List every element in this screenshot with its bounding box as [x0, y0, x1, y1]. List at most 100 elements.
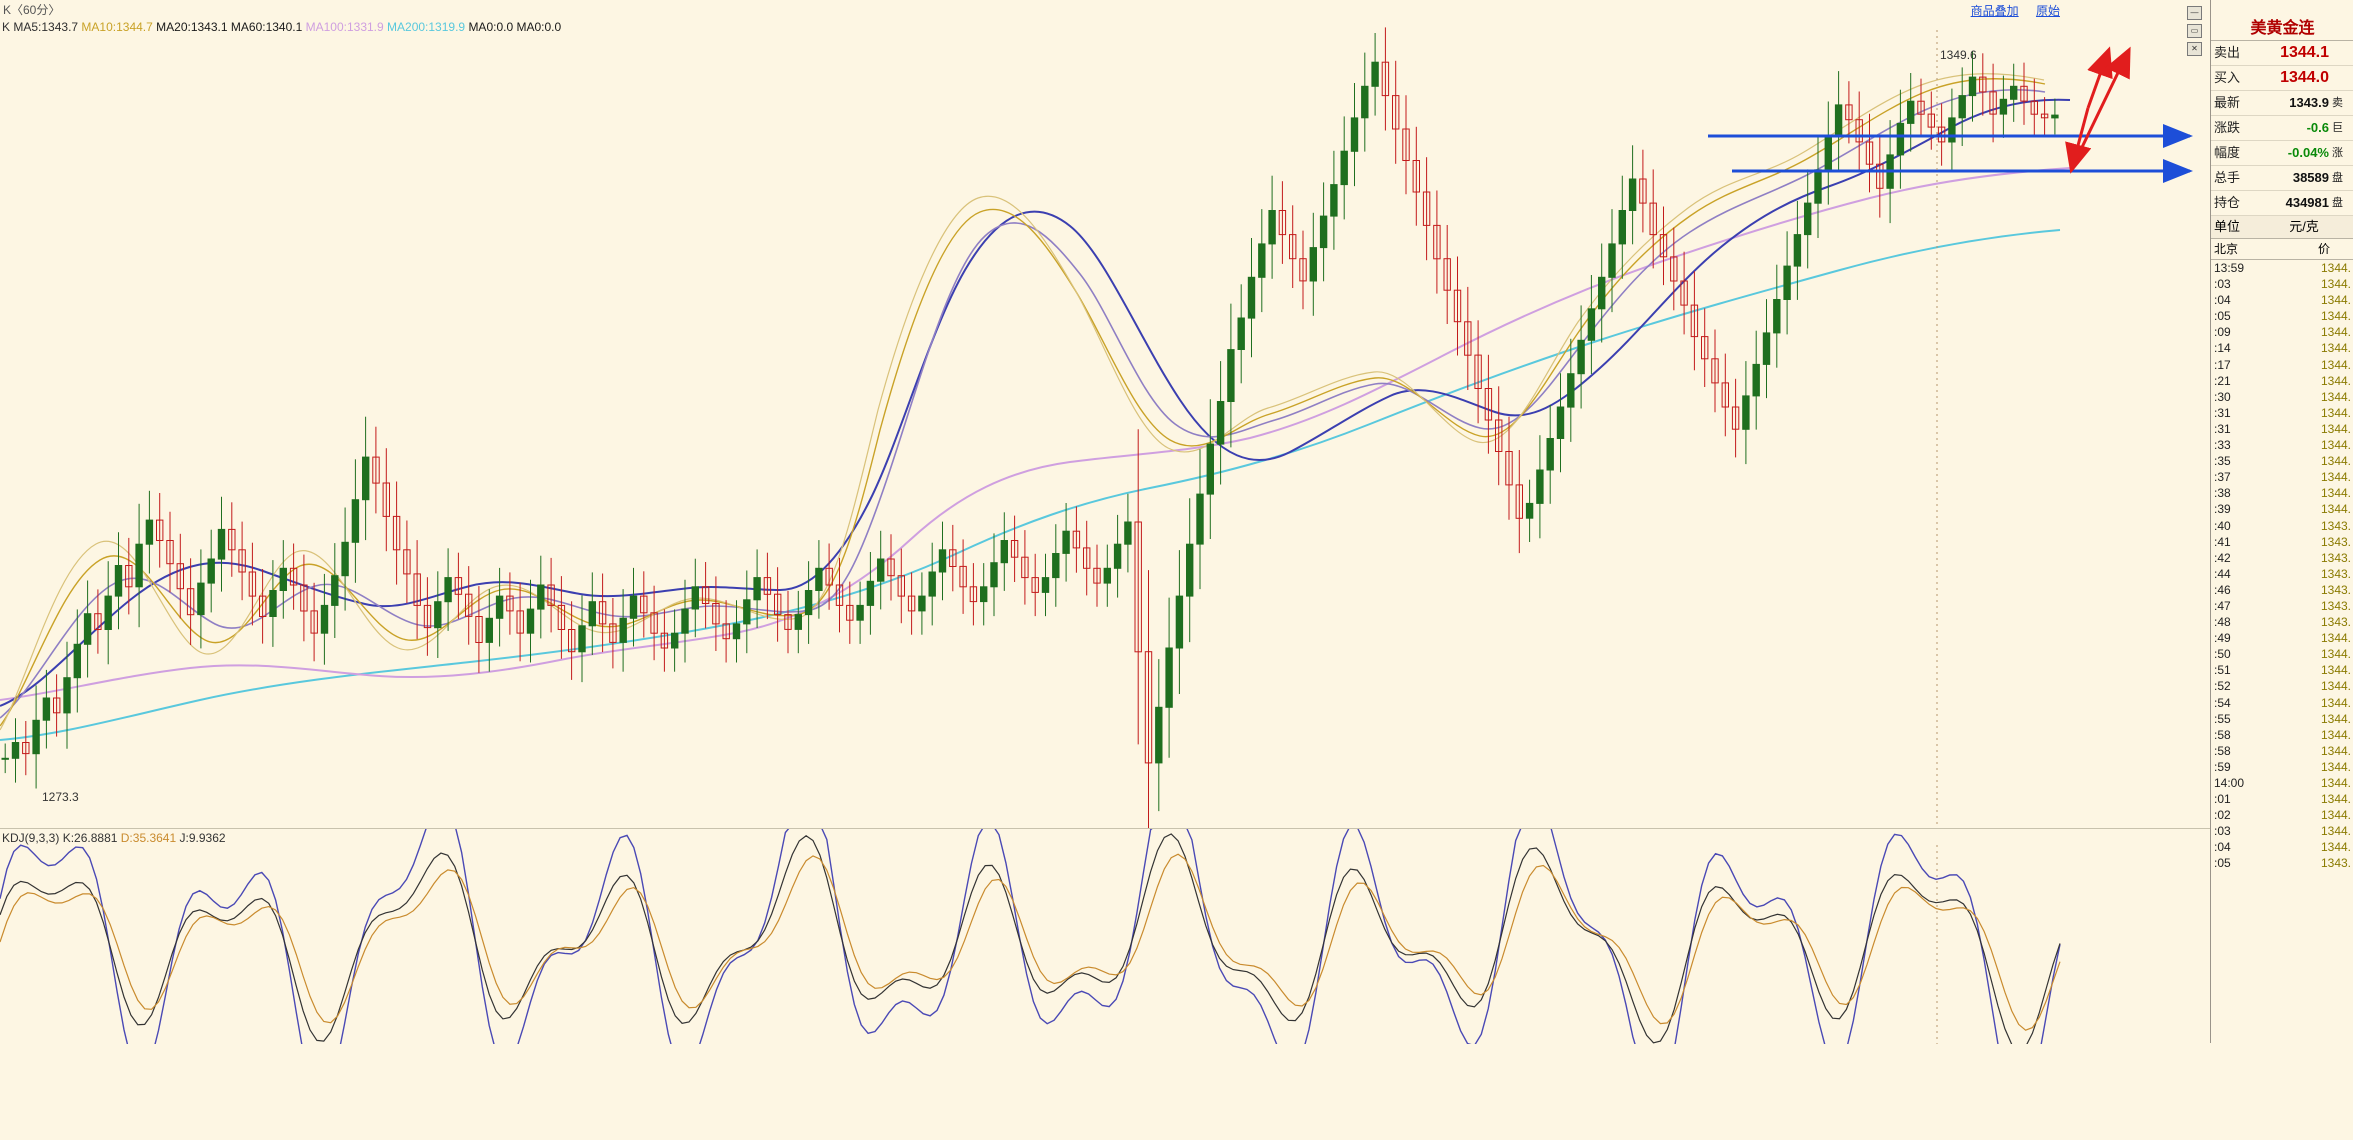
tick-price: 1344.: [2320, 405, 2351, 420]
trading-terminal-window: K〈60分〉 K MA5:1343.7 MA10:1344.7 MA20:134…: [0, 0, 2353, 1044]
tick-row: :03 1344.: [2211, 823, 2353, 839]
tick-price: 1344.: [2320, 293, 2351, 308]
quote-row-label: 幅度: [2214, 145, 2241, 160]
tick-time: 13:59: [2214, 261, 2245, 275]
tick-time: :01: [2214, 792, 2231, 807]
tick-row: :49 1344.: [2211, 630, 2353, 646]
tick-price: 1344.: [2320, 454, 2351, 469]
red-arrow-path-3: [2070, 46, 2131, 169]
tick-time: :38: [2214, 486, 2231, 501]
kdj-chart-svg: [0, 829, 2061, 1044]
swing-high-label: 1349.6: [1940, 48, 1977, 62]
tick-row: :01 1344.: [2211, 791, 2353, 807]
candlestick-series: [1, 27, 2059, 828]
chart-area: K〈60分〉 K MA5:1343.7 MA10:1344.7 MA20:134…: [0, 0, 2210, 1044]
tick-row: :05 1343.: [2211, 855, 2353, 871]
tick-time: :05: [2214, 856, 2231, 871]
quote-row-value: 1344.0: [2280, 69, 2329, 86]
link-commodity-overlay[interactable]: 商品叠加: [1970, 4, 2019, 18]
kdj-j-value: J:9.9362: [179, 831, 226, 845]
tick-row: :59 1344.: [2211, 759, 2353, 775]
tick-time: :54: [2214, 695, 2231, 710]
tick-row: :44 1343.: [2211, 566, 2353, 582]
tick-row: :46 1343.: [2211, 582, 2353, 598]
tick-row: :05 1344.: [2211, 308, 2353, 324]
minimize-button[interactable]: —: [2187, 6, 2202, 20]
tick-price: 1344.: [2320, 261, 2351, 275]
tick-header: 北京 价: [2211, 239, 2353, 260]
tick-price: 1344.: [2320, 373, 2351, 388]
quote-row-value: 1344.1: [2280, 44, 2329, 61]
tick-price: 1344.: [2320, 840, 2351, 855]
tick-row: :41 1343.: [2211, 534, 2353, 550]
unit-label: 单位: [2214, 219, 2241, 234]
quote-row-unit: [2332, 41, 2353, 65]
quote-row: 涨跌 -0.6 巨: [2211, 116, 2353, 141]
tick-row: 14:00 1344.: [2211, 775, 2353, 791]
tick-price: 1343.: [2320, 550, 2351, 565]
tick-row: :50 1344.: [2211, 646, 2353, 662]
tick-row: :40 1343.: [2211, 518, 2353, 534]
tick-price: 1344.: [2320, 727, 2351, 742]
tick-row: 13:59 1344.: [2211, 260, 2353, 276]
tick-price: 1344.: [2320, 695, 2351, 710]
tick-time: :44: [2214, 566, 2231, 581]
close-button[interactable]: ✕: [2187, 42, 2202, 56]
quote-row-label: 卖出: [2214, 45, 2241, 60]
tick-price: 1344.: [2320, 421, 2351, 436]
tick-time: :58: [2214, 727, 2231, 742]
tick-row: :17 1344.: [2211, 357, 2353, 373]
unit-value: 元/克: [2289, 219, 2319, 234]
tick-time: :46: [2214, 582, 2231, 597]
tick-row: :33 1344.: [2211, 437, 2353, 453]
tick-price: 1344.: [2320, 776, 2351, 790]
price-pane[interactable]: K〈60分〉 K MA5:1343.7 MA10:1344.7 MA20:134…: [0, 0, 2210, 828]
tick-price: 1344.: [2320, 743, 2351, 758]
tick-row: :03 1344.: [2211, 276, 2353, 292]
tick-price: 1344.: [2320, 341, 2351, 356]
quote-row: 持仓 434981 盘: [2211, 191, 2353, 216]
quote-panel: — ▭ ✕ 美黄金连 卖出 1344.1 买入 1344.0 最新 1343.9 卖涨跌 -0…: [2187, 0, 2353, 1043]
tick-price: 1343.: [2320, 615, 2351, 630]
tick-time: :09: [2214, 325, 2231, 340]
legend-ma60: MA60:1340.1: [230, 20, 303, 34]
tick-list-wrapper[interactable]: 13:59 1344.:03 1344.:04 1344.:05 1344.:09 134…: [2211, 260, 2353, 1140]
ma20-line: [0, 88, 2046, 719]
tick-row: :30 1344.: [2211, 389, 2353, 405]
tick-row: :51 1344.: [2211, 662, 2353, 678]
tick-price: 1343.: [2320, 518, 2351, 533]
window-buttons[interactable]: — ▭ ✕: [2185, 2, 2202, 56]
tick-price: 1343.: [2320, 534, 2351, 549]
tick-price: 1344.: [2320, 808, 2351, 823]
kdj-pane[interactable]: KDJ(9,3,3) K:26.8881 D:35.3641 J:9.9362: [0, 828, 2210, 1044]
tick-price: 1344.: [2320, 502, 2351, 517]
tick-time: 14:00: [2214, 776, 2245, 790]
ma100-line: [0, 167, 2071, 701]
tick-time: :55: [2214, 711, 2231, 726]
quote-row-label: 总手: [2214, 170, 2241, 185]
price-chart-svg: [0, 27, 2193, 828]
quote-row-value: 38589: [2292, 170, 2329, 185]
top-links[interactable]: 商品叠加 原始: [1957, 2, 2060, 19]
tick-row: :35 1344.: [2211, 453, 2353, 469]
maximize-button[interactable]: ▭: [2187, 24, 2202, 38]
tick-time: :04: [2214, 840, 2231, 855]
quote-row-unit: 盘: [2332, 197, 2343, 209]
ma60-line: [0, 98, 2071, 707]
tick-row: :21 1344.: [2211, 373, 2353, 389]
quote-row-value: -0.6: [2306, 120, 2329, 135]
tick-time: :47: [2214, 598, 2231, 613]
quote-row-unit: 涨: [2332, 147, 2343, 159]
link-original[interactable]: 原始: [2035, 4, 2060, 18]
tick-time: :05: [2214, 309, 2231, 324]
quote-row-value: -0.04%: [2287, 145, 2329, 160]
tick-row: :58 1344.: [2211, 743, 2353, 759]
unit-row: 单位 元/克: [2211, 216, 2353, 239]
ma10-line: [0, 78, 2046, 727]
tick-price: 1344.: [2320, 438, 2351, 453]
quote-row: 买入 1344.0: [2211, 66, 2353, 91]
ma5-line: [0, 73, 2045, 731]
legend-ma10: MA10:1344.7: [81, 20, 153, 34]
quote-row: 幅度 -0.04% 涨: [2211, 141, 2353, 166]
tick-row: :09 1344.: [2211, 324, 2353, 340]
